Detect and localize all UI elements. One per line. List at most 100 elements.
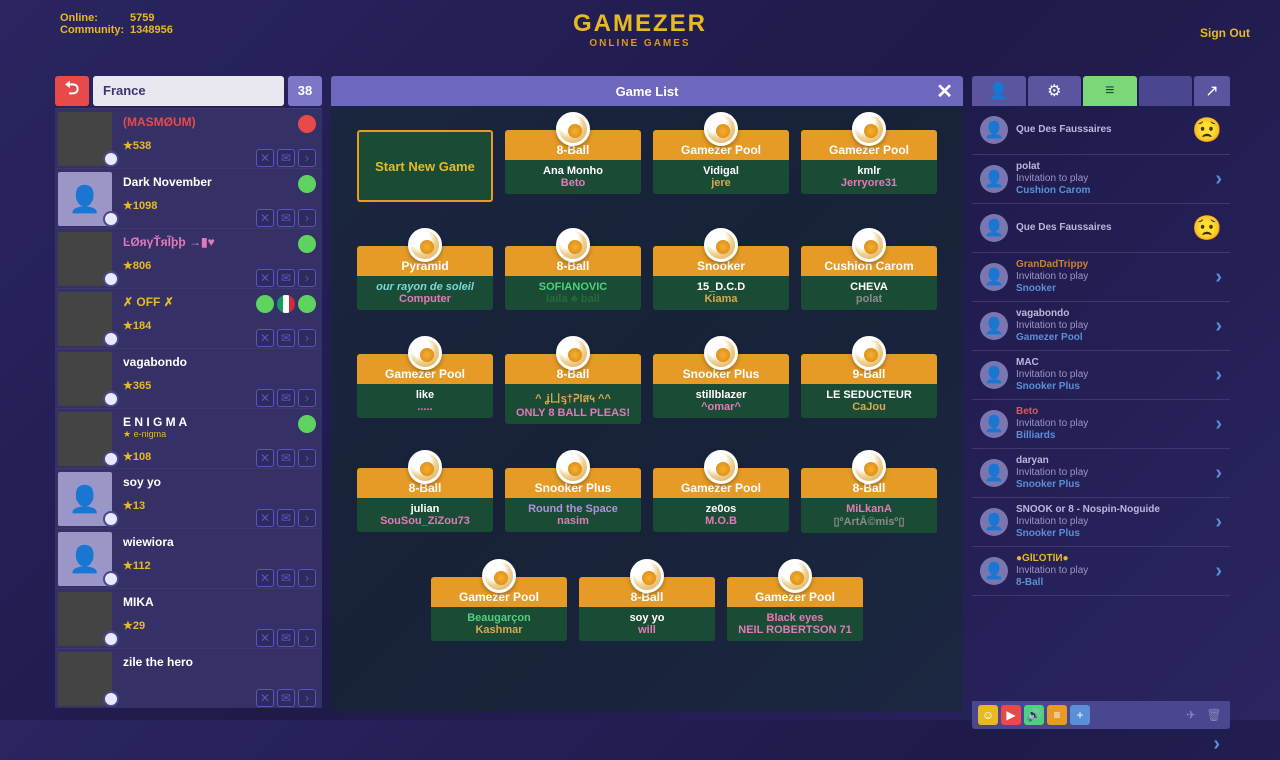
chevron-right-icon[interactable]: ›	[1215, 511, 1222, 534]
forward-icon[interactable]: ›	[298, 209, 316, 227]
forward-icon[interactable]: ›	[298, 509, 316, 527]
game-card[interactable]: 8-Ball MiLkanA ▯ºArtĀ©misº▯	[801, 468, 937, 533]
tab-external[interactable]: ↗	[1194, 76, 1230, 106]
remove-icon[interactable]: ✕	[256, 449, 274, 467]
game-card[interactable]: Gamezer Pool ze0os M.O.B	[653, 468, 789, 533]
remove-icon[interactable]: ✕	[256, 149, 274, 167]
tab-activity[interactable]: ≡	[1083, 76, 1137, 106]
chevron-right-icon[interactable]: ›	[1215, 168, 1222, 191]
chevron-right-icon[interactable]: ›	[1215, 413, 1222, 436]
forward-icon[interactable]: ›	[298, 689, 316, 707]
invite-row[interactable]: 👤 MAC Invitation to play Snooker Plus ›	[972, 351, 1230, 400]
game-card[interactable]: Pyramid our rayon de soleil Computer	[357, 246, 493, 310]
tab-settings[interactable]: ⚙	[1028, 76, 1082, 106]
forward-icon[interactable]: ›	[298, 569, 316, 587]
friend-row[interactable]: MIKA ★29 ✕ ✉ ›	[55, 588, 322, 648]
back-button[interactable]: ⮌	[55, 76, 89, 106]
message-icon[interactable]: ✉	[277, 629, 295, 647]
game-card[interactable]: 8-Ball ^ ʝㄩᶊ†ᕈlส५ ^^ ONLY 8 BALL PLEAS!	[505, 354, 641, 424]
sound-button[interactable]: 🔊	[1024, 705, 1044, 725]
game-card[interactable]: 8-Ball soy yo will	[579, 577, 715, 641]
chevron-right-icon[interactable]: ›	[1215, 364, 1222, 387]
forward-icon[interactable]: ›	[298, 449, 316, 467]
game-card[interactable]: Gamezer Pool kmlr Jerryore31	[801, 130, 937, 202]
invite-row[interactable]: 👤 vagabondo Invitation to play Gamezer P…	[972, 302, 1230, 351]
message-icon[interactable]: ✉	[277, 269, 295, 287]
chevron-right-icon[interactable]: ›	[1215, 560, 1222, 583]
trash-icon[interactable]: 🗑	[1204, 705, 1224, 725]
game-card[interactable]: 8-Ball SOFIANOVIC laila ♣ ball	[505, 246, 641, 310]
invite-row[interactable]: 👤 Que Des Faussaires 😟	[972, 204, 1230, 253]
game-card[interactable]: Cushion Carom CHEVA polat	[801, 246, 937, 310]
message-icon[interactable]: ✉	[277, 569, 295, 587]
invite-row[interactable]: 👤 Que Des Faussaires 😟	[972, 106, 1230, 155]
emoji-button[interactable]: ☺	[978, 705, 998, 725]
remove-icon[interactable]: ✕	[256, 269, 274, 287]
invite-row[interactable]: 👤 Beto Invitation to play Billiards ›	[972, 400, 1230, 449]
tab-profile[interactable]: 👤	[972, 76, 1026, 106]
message-icon[interactable]: ✉	[277, 149, 295, 167]
game-card[interactable]: Gamezer Pool Black eyes NEIL ROBERTSON 7…	[727, 577, 863, 641]
game-card[interactable]: Gamezer Pool like .....	[357, 354, 493, 424]
forward-icon[interactable]: ›	[298, 269, 316, 287]
game-card[interactable]: Snooker Plus Round the Space nasim	[505, 468, 641, 533]
invite-row[interactable]: 👤 GranDadTrippy Invitation to play Snook…	[972, 253, 1230, 302]
chevron-right-icon[interactable]: ›	[1215, 266, 1222, 289]
friend-row[interactable]: ĿØяγŤяĨþþ →▮♥ ★806 ✕ ✉ ›	[55, 228, 322, 288]
signout-link[interactable]: Sign Out	[1200, 26, 1250, 40]
forward-icon[interactable]: ›	[298, 629, 316, 647]
friend-row[interactable]: 👤 soy yo ★13 ✕ ✉ ›	[55, 468, 322, 528]
game-card[interactable]: Snooker 15_D.C.D Kiama	[653, 246, 789, 310]
play-button[interactable]: ▶	[1001, 705, 1021, 725]
friend-row[interactable]: E N I G M A ★ e-nigma ★108 ✕ ✉ ›	[55, 408, 322, 468]
close-icon[interactable]: ✕	[936, 79, 953, 104]
game-players: LE SEDUCTEUR CaJou	[801, 384, 937, 418]
friend-row[interactable]: 👤 Dark November ★1098 ✕ ✉ ›	[55, 168, 322, 228]
invite-name: Beto	[1016, 406, 1215, 418]
message-icon[interactable]: ✉	[277, 329, 295, 347]
remove-icon[interactable]: ✕	[256, 569, 274, 587]
remove-icon[interactable]: ✕	[256, 509, 274, 527]
chevron-right-icon[interactable]: ›	[1215, 315, 1222, 338]
remove-icon[interactable]: ✕	[256, 629, 274, 647]
invite-row[interactable]: 👤 daryan Invitation to play Snooker Plus…	[972, 449, 1230, 498]
friend-row[interactable]: zile the hero ✕ ✉ ›	[55, 648, 322, 708]
start-game-button[interactable]: Start New Game	[357, 130, 493, 202]
game-card[interactable]: Gamezer Pool Beaugarçon Kashmar	[431, 577, 567, 641]
list-button[interactable]: ≡	[1047, 705, 1067, 725]
player1: 15_D.C.D	[655, 281, 787, 293]
invite-row[interactable]: 👤 ●ĞĬĽŎŤĨИ● Invitation to play 8-Ball ›	[972, 547, 1230, 596]
message-icon[interactable]: ✉	[277, 209, 295, 227]
forward-icon[interactable]: ›	[298, 329, 316, 347]
friend-row[interactable]: 👤 wiewiora ★112 ✕ ✉ ›	[55, 528, 322, 588]
message-icon[interactable]: ✉	[277, 689, 295, 707]
remove-icon[interactable]: ✕	[256, 209, 274, 227]
forward-icon[interactable]: ›	[298, 389, 316, 407]
remove-icon[interactable]: ✕	[256, 689, 274, 707]
game-card[interactable]: Gamezer Pool Vidigal jere	[653, 130, 789, 202]
remove-icon[interactable]: ✕	[256, 389, 274, 407]
forward-icon[interactable]: ›	[298, 149, 316, 167]
add-button[interactable]: +	[1070, 705, 1090, 725]
message-icon[interactable]: ✉	[277, 449, 295, 467]
tab-blank[interactable]	[1139, 76, 1193, 106]
message-icon[interactable]: ✉	[277, 389, 295, 407]
chevron-right-icon[interactable]: ›	[1215, 462, 1222, 485]
player2: M.O.B	[655, 515, 787, 527]
remove-icon[interactable]: ✕	[256, 329, 274, 347]
game-card[interactable]: Snooker Plus stillblazer ^omar^	[653, 354, 789, 424]
game-card[interactable]: 8-Ball Ana Monho Beto	[505, 130, 641, 202]
message-icon[interactable]: ✉	[277, 509, 295, 527]
send-icon[interactable]: ✈	[1181, 705, 1201, 725]
mid-title: Game List	[616, 84, 679, 99]
friend-row[interactable]: ✗ OFF ✗ ★184 ✕ ✉ ›	[55, 288, 322, 348]
country-label[interactable]: France	[93, 76, 284, 106]
invite-row[interactable]: 👤 SNOOK or 8 - Nospin-Noguide Invitation…	[972, 498, 1230, 547]
game-card[interactable]: 9-Ball LE SEDUCTEUR CaJou	[801, 354, 937, 424]
friend-row[interactable]: (MASMØUM) ★538 ✕ ✉ ›	[55, 108, 322, 168]
friend-row[interactable]: vagabondo ★365 ✕ ✉ ›	[55, 348, 322, 408]
mid-header: Game List ✕	[331, 76, 963, 106]
game-card[interactable]: 8-Ball julian SouSou_ZiZou73	[357, 468, 493, 533]
invite-row[interactable]: 👤 polat Invitation to play Cushion Carom…	[972, 155, 1230, 204]
chevron-right-icon[interactable]: ›	[1213, 733, 1220, 756]
